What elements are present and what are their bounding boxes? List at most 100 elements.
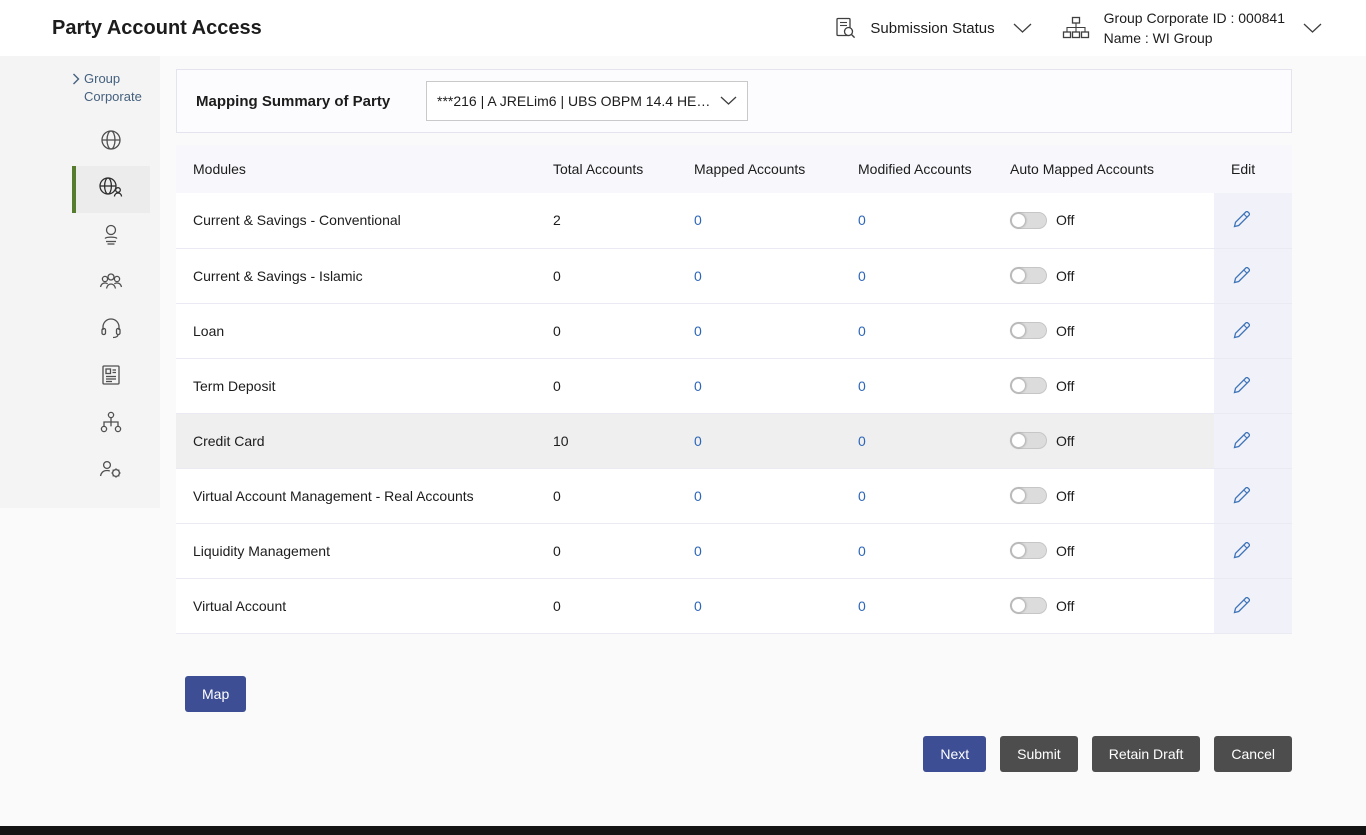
auto-mapped-toggle[interactable] [1010, 597, 1047, 614]
party-dropdown-chevron-down-icon [720, 93, 737, 109]
map-button-row: Map [176, 676, 1292, 712]
sidebar-item-globe[interactable] [72, 119, 150, 166]
mapped-accounts-link[interactable]: 0 [694, 268, 702, 284]
auto-mapped-toggle[interactable] [1010, 322, 1047, 339]
modified-accounts-link[interactable]: 0 [858, 268, 866, 284]
total-accounts-value: 0 [536, 523, 677, 578]
table-row: Liquidity Management000Off [176, 523, 1292, 578]
toggle-knob [1011, 488, 1026, 503]
sidebar-item-user-settings[interactable] [72, 448, 150, 495]
submission-status-label: Submission Status [870, 20, 994, 37]
table-row: Virtual Account000Off [176, 578, 1292, 633]
modified-accounts-link[interactable]: 0 [858, 543, 866, 559]
group-corporate-name: Name : WI Group [1104, 28, 1285, 48]
page-title: Party Account Access [52, 17, 262, 40]
chevron-right-icon [72, 72, 80, 90]
auto-mapped-state-label: Off [1056, 268, 1074, 284]
edit-icon[interactable] [1231, 430, 1252, 451]
edit-icon[interactable] [1231, 485, 1252, 506]
modified-accounts-link[interactable]: 0 [858, 433, 866, 449]
footer-actions: Next Submit Retain Draft Cancel [176, 736, 1292, 772]
submission-status-icon[interactable] [835, 17, 856, 39]
total-accounts-value: 0 [536, 248, 677, 303]
mapped-accounts-link[interactable]: 0 [694, 598, 702, 614]
group-corporate-control: Group Corporate ID : 000841 Name : WI Gr… [1062, 8, 1326, 49]
mapped-accounts-link[interactable]: 0 [694, 543, 702, 559]
breadcrumb-label: Group Corporate [84, 70, 150, 105]
modified-accounts-link[interactable]: 0 [858, 598, 866, 614]
column-header-total-accounts: Total Accounts [536, 145, 677, 193]
mapped-accounts-link[interactable]: 0 [694, 378, 702, 394]
total-accounts-value: 0 [536, 468, 677, 523]
user-group-icon [98, 269, 124, 298]
submission-status-control: Submission Status [835, 17, 1035, 39]
page-body: Group Corporate [0, 56, 1366, 772]
submit-button[interactable]: Submit [1000, 736, 1078, 772]
sidebar-item-workflow[interactable] [72, 401, 150, 448]
party-dropdown[interactable]: ***216 | A JRELim6 | UBS OBPM 14.4 HE… [426, 81, 748, 121]
support-icon [99, 316, 123, 345]
party-dropdown-value: ***216 | A JRELim6 | UBS OBPM 14.4 HE… [437, 93, 710, 109]
module-name: Virtual Account [176, 578, 536, 633]
page-header: Party Account Access Submission Status [0, 0, 1366, 56]
edit-icon[interactable] [1231, 595, 1252, 616]
auto-mapped-toggle[interactable] [1010, 212, 1047, 229]
breadcrumb[interactable]: Group Corporate [72, 70, 160, 105]
modified-accounts-link[interactable]: 0 [858, 378, 866, 394]
toggle-knob [1011, 543, 1026, 558]
globe-icon [99, 128, 123, 157]
cancel-button[interactable]: Cancel [1214, 736, 1292, 772]
auto-mapped-state-label: Off [1056, 378, 1074, 394]
auto-mapped-toggle[interactable] [1010, 432, 1047, 449]
user-profile-icon [99, 222, 123, 251]
sidebar: Group Corporate [0, 56, 160, 508]
map-button[interactable]: Map [185, 676, 246, 712]
auto-mapped-toggle[interactable] [1010, 487, 1047, 504]
header-right: Submission Status Group Corporate [835, 8, 1326, 49]
edit-icon[interactable] [1231, 320, 1252, 341]
submission-status-chevron-down-icon[interactable] [1009, 19, 1036, 38]
table-row: Current & Savings - Conventional200Off [176, 193, 1292, 248]
report-icon [99, 363, 123, 392]
auto-mapped-toggle[interactable] [1010, 267, 1047, 284]
sidebar-item-party-account-access[interactable] [72, 166, 150, 213]
total-accounts-value: 0 [536, 303, 677, 358]
auto-mapped-state-label: Off [1056, 323, 1074, 339]
sidebar-item-user-profile[interactable] [72, 213, 150, 260]
toggle-knob [1011, 268, 1026, 283]
mapped-accounts-link[interactable]: 0 [694, 488, 702, 504]
mapped-accounts-link[interactable]: 0 [694, 433, 702, 449]
auto-mapped-state-label: Off [1056, 543, 1074, 559]
group-corporate-id: Group Corporate ID : 000841 [1104, 8, 1285, 28]
total-accounts-value: 2 [536, 193, 677, 248]
column-header-edit: Edit [1214, 145, 1292, 193]
group-corporate-chevron-down-icon[interactable] [1299, 19, 1326, 38]
module-name: Credit Card [176, 413, 536, 468]
sidebar-item-support[interactable] [72, 307, 150, 354]
edit-icon[interactable] [1231, 375, 1252, 396]
auto-mapped-toggle[interactable] [1010, 377, 1047, 394]
mapped-accounts-link[interactable]: 0 [694, 323, 702, 339]
party-account-access-page: Party Account Access Submission Status [0, 0, 1366, 835]
modified-accounts-link[interactable]: 0 [858, 488, 866, 504]
auto-mapped-toggle[interactable] [1010, 542, 1047, 559]
modified-accounts-link[interactable]: 0 [858, 323, 866, 339]
retain-draft-button[interactable]: Retain Draft [1092, 736, 1201, 772]
edit-icon[interactable] [1231, 209, 1252, 230]
modified-accounts-link[interactable]: 0 [858, 212, 866, 228]
toggle-knob [1011, 433, 1026, 448]
hierarchy-icon[interactable] [1062, 16, 1090, 40]
user-settings-icon [98, 457, 124, 486]
sidebar-item-report[interactable] [72, 354, 150, 401]
next-button[interactable]: Next [923, 736, 986, 772]
edit-icon[interactable] [1231, 265, 1252, 286]
table-row: Loan000Off [176, 303, 1292, 358]
edit-icon[interactable] [1231, 540, 1252, 561]
column-header-modified-accounts: Modified Accounts [841, 145, 993, 193]
sidebar-item-user-group[interactable] [72, 260, 150, 307]
module-name: Virtual Account Management - Real Accoun… [176, 468, 536, 523]
toggle-knob [1011, 323, 1026, 338]
modules-table: Modules Total Accounts Mapped Accounts M… [176, 145, 1292, 634]
mapped-accounts-link[interactable]: 0 [694, 212, 702, 228]
auto-mapped-state-label: Off [1056, 488, 1074, 504]
